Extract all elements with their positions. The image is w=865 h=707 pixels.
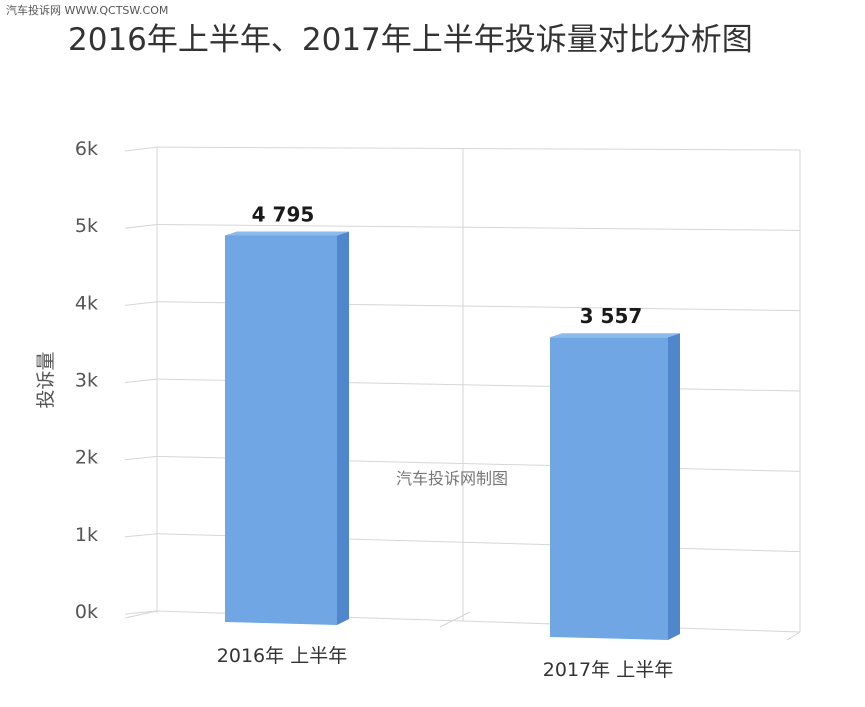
gridline [156,223,801,231]
gridline-depth [124,610,158,615]
bar-side [337,231,349,626]
y-tick-label: 6k [75,138,98,160]
bar-top [550,333,680,338]
gridline [156,146,801,151]
x-tick-label: 2016年 上半年 [217,645,347,667]
y-tick-label: 1k [75,524,98,546]
x-tick-label: 2017年 上半年 [543,659,673,681]
gridline-depth [124,146,158,152]
bar: 3 557 [550,304,680,640]
gridline-depth [124,378,158,383]
chart-annotation: 汽车投诉网制图 [396,469,508,488]
floor-depth-left [124,610,158,619]
bar-front [225,235,337,626]
y-tick-label: 4k [75,292,98,314]
y-tick-label: 5k [75,215,98,237]
bar-top [225,231,349,236]
bar: 4 795 [225,203,349,626]
gridline-depth [124,223,158,229]
floor-depth-right [786,631,801,641]
gridline-depth [124,533,158,538]
x-ticks: 2016年 上半年 2017年 上半年 [217,645,673,681]
bar-front [550,337,668,640]
bar-value-label: 3 557 [580,304,643,328]
bars-layer: 4 795 3 557 [225,203,680,640]
y-tick-label: 3k [75,370,98,392]
gridline-depth [124,455,158,461]
gridline-depth [124,301,158,306]
bar-value-label: 4 795 [252,203,315,227]
source-watermark: 汽车投诉网 WWW.QCTSW.COM [6,4,169,17]
y-tick-label: 2k [75,447,98,469]
bar-side [668,333,680,640]
y-ticks: 0k 1k 2k 3k 4k 5k 6k [75,138,98,623]
y-tick-label: 0k [75,601,98,623]
chart-title: 2016年上半年、2017年上半年投诉量对比分析图 [68,22,753,58]
y-axis-label: 投诉量 [35,351,57,408]
floor-depth-mid [439,611,471,628]
